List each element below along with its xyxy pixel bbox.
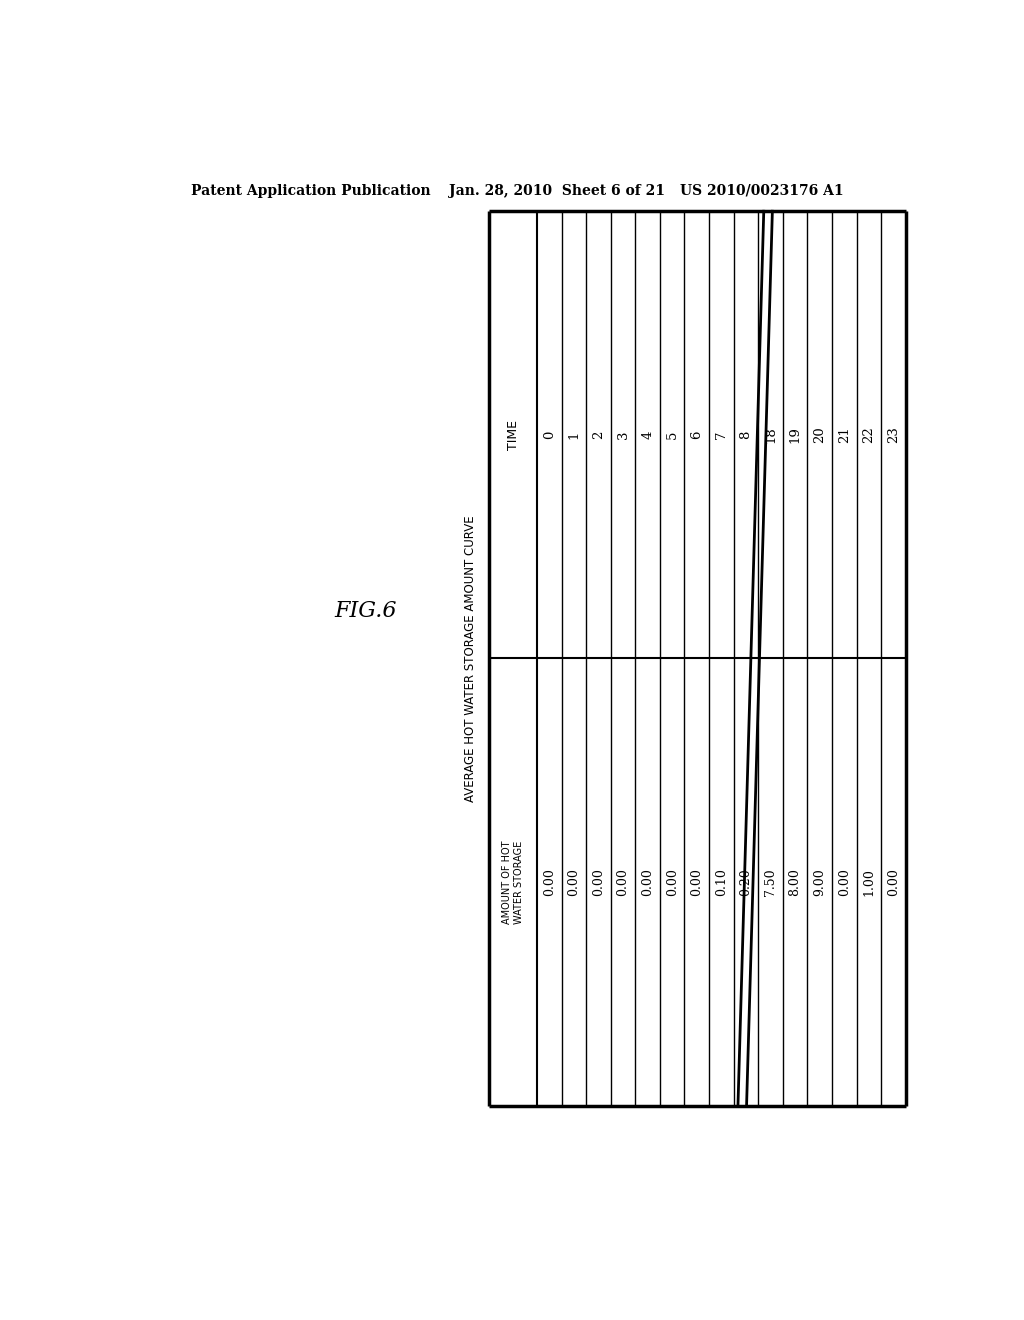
Text: 18: 18: [764, 426, 777, 444]
Text: 7: 7: [715, 430, 728, 440]
Text: Jan. 28, 2010  Sheet 6 of 21: Jan. 28, 2010 Sheet 6 of 21: [450, 183, 666, 198]
Text: 0.00: 0.00: [567, 869, 581, 896]
Text: 0.00: 0.00: [592, 869, 605, 896]
Text: AMOUNT OF HOT
WATER STORAGE: AMOUNT OF HOT WATER STORAGE: [502, 841, 524, 924]
Text: 0.00: 0.00: [616, 869, 630, 896]
Text: 19: 19: [788, 426, 802, 444]
Text: AVERAGE HOT WATER STORAGE AMOUNT CURVE: AVERAGE HOT WATER STORAGE AMOUNT CURVE: [464, 515, 477, 801]
Text: 21: 21: [838, 426, 851, 444]
Text: 0.00: 0.00: [838, 869, 851, 896]
Text: 0.00: 0.00: [690, 869, 703, 896]
Text: FIG.6: FIG.6: [335, 599, 397, 622]
Text: 7.50: 7.50: [764, 869, 777, 896]
Text: 6: 6: [690, 430, 703, 440]
Text: 5: 5: [666, 430, 679, 440]
Text: 23: 23: [887, 426, 900, 444]
Text: 20: 20: [813, 426, 826, 444]
Text: US 2010/0023176 A1: US 2010/0023176 A1: [680, 183, 843, 198]
Text: 0.00: 0.00: [887, 869, 900, 896]
Text: 0.00: 0.00: [641, 869, 654, 896]
Text: 0.10: 0.10: [715, 869, 728, 896]
Text: 8: 8: [739, 430, 753, 440]
Text: 1.00: 1.00: [862, 869, 876, 896]
Text: 22: 22: [862, 426, 876, 444]
Text: 3: 3: [616, 430, 630, 440]
Text: 0.00: 0.00: [543, 869, 556, 896]
Text: 2: 2: [592, 430, 605, 440]
Text: 0: 0: [543, 430, 556, 440]
Text: 0.20: 0.20: [739, 869, 753, 896]
Text: 1: 1: [567, 430, 581, 440]
Text: 4: 4: [641, 430, 654, 440]
Text: 8.00: 8.00: [788, 869, 802, 896]
Text: 0.00: 0.00: [666, 869, 679, 896]
Text: 9.00: 9.00: [813, 869, 826, 896]
Text: Patent Application Publication: Patent Application Publication: [191, 183, 431, 198]
Text: TIME: TIME: [507, 420, 519, 450]
